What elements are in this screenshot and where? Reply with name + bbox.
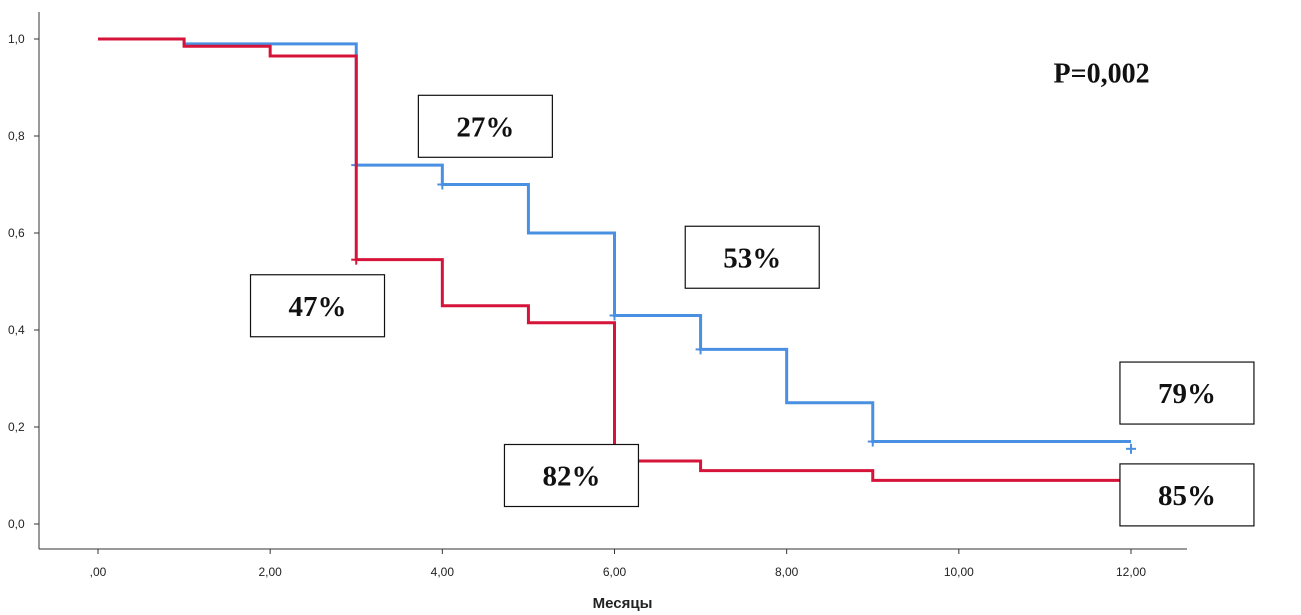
annotation-box: 53% [684,225,820,289]
p-value-label: P=0,002 [1054,59,1150,90]
annotation-box: 85% [1119,463,1255,527]
annotation-box: 47% [249,274,386,338]
annotation-box: 27% [417,94,553,158]
y-tick-label: 0,2 [8,420,25,434]
x-tick-label: 4,00 [431,565,455,579]
annotation-box: 79% [1119,361,1255,425]
x-tick-label: 8,00 [775,565,799,579]
censor-mark [437,179,448,190]
censor-mark [351,254,362,265]
axis-ticks: 0,0 0,2 0,4 0,6 0,8 1,0 ,00 2,00 4,00 6,00 8,00 10,… [8,32,1146,579]
annotation-label: 79% [1158,378,1216,410]
x-axis-label: Месяцы [593,595,653,612]
annotation-label: 85% [1158,480,1216,512]
x-tick-label: ,00 [90,565,107,579]
series-line-2 [98,37,1131,482]
censor-mark [609,310,620,321]
annotation-label: 82% [542,461,600,493]
series-layer [98,37,1136,496]
annotation-label: 47% [289,291,347,323]
y-tick-label: 0,0 [8,517,25,531]
y-tick-label: 0,6 [8,226,25,240]
y-tick-label: 1,0 [8,32,25,46]
annotation-box: 82% [503,443,640,508]
x-tick-label: 2,00 [258,565,282,579]
annotation-label: 27% [456,111,514,143]
x-tick-label: 10,00 [944,565,974,579]
y-tick-label: 0,4 [8,323,25,337]
x-tick-label: 12,00 [1116,565,1146,579]
p-value-layer: P=0,002 [1054,59,1150,90]
series-line-1 [98,37,1131,444]
censor-mark [695,344,706,355]
censor-mark [867,436,878,447]
annotation-label: 53% [723,242,781,274]
annotation-layer: 27% 47% 53% 82% 79% 85% [249,94,1255,527]
x-tick-label: 6,00 [603,565,627,579]
censor-mark [1126,443,1136,454]
y-tick-label: 0,8 [8,129,25,143]
